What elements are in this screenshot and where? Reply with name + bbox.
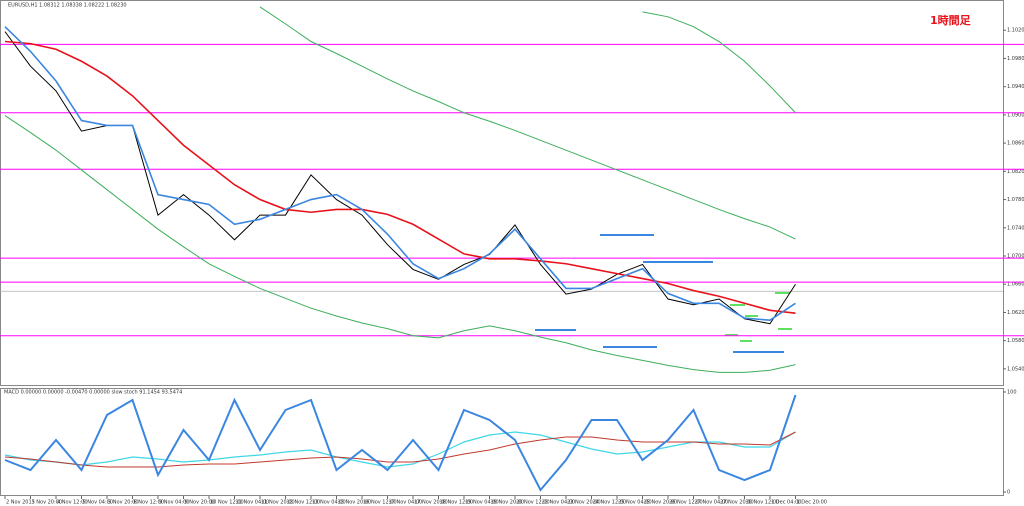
x-tick-label: 11 Nov 20:00	[261, 500, 295, 506]
y-tick-label: 1.07000	[1007, 254, 1024, 260]
x-tick-label: 5 Nov 20:00	[108, 500, 139, 506]
y-tick-label: 1.08200	[1007, 169, 1024, 175]
x-tick-label: 11 Nov 04:00	[236, 500, 270, 506]
x-tick-label: 27 Nov 04:00	[695, 500, 729, 506]
x-tick-label: 25 Nov 04:00	[618, 500, 652, 506]
series-line	[4, 394, 797, 492]
x-tick-label: 6 Nov 12:00	[134, 500, 165, 506]
y-tick-label: 1.09000	[1007, 112, 1024, 118]
x-tick-label: 1 Dec 20:00	[797, 500, 827, 506]
y-tick-label: 1.07400	[1007, 225, 1024, 231]
chart-title: EURUSD,H1 1.08312 1.08338 1.08222 1.0823…	[8, 3, 127, 9]
series-line	[259, 6, 796, 240]
x-tick-label: 10 Nov 12:00	[210, 500, 244, 506]
x-tick-label: 25 Nov 20:00	[644, 500, 678, 506]
x-tick-label: 18 Nov 12:00	[440, 500, 474, 506]
x-tick-label: 26 Nov 12:00	[669, 500, 703, 506]
y-tick-label: 100	[1007, 390, 1017, 396]
x-tick-label: 20 Nov 12:00	[516, 500, 550, 506]
x-tick-label: 2 Nov 2015	[6, 500, 35, 506]
x-tick-label: 19 Nov 20:00	[491, 500, 525, 506]
x-tick-label: 17 Nov 04:00	[389, 500, 423, 506]
annotation: 1時間足	[930, 13, 972, 27]
x-tick-label: 9 Nov 04:00	[159, 500, 190, 506]
series-line	[4, 431, 796, 468]
x-tick-label: 13 Nov 20:00	[338, 500, 372, 506]
x-tick-label: 17 Nov 20:00	[414, 500, 448, 506]
x-tick-label: 23 Nov 04:00	[542, 500, 576, 506]
x-tick-label: 9 Nov 20:00	[185, 500, 216, 506]
y-tick-label: 1.09800	[1007, 56, 1024, 62]
x-tick-label: 5 Nov 04:00	[83, 500, 114, 506]
y-tick-label: 0	[1007, 490, 1010, 496]
x-tick-label: 13 Nov 04:00	[312, 500, 346, 506]
x-tick-label: 16 Nov 12:00	[363, 500, 397, 506]
x-tick-label: 1 Dec 04:00	[771, 500, 801, 506]
x-tick-label: 4 Nov 12:00	[57, 500, 88, 506]
series-line	[4, 26, 796, 322]
x-tick-label: 24 Nov 12:00	[593, 500, 627, 506]
x-tick-label: 3 Nov 20:00	[32, 500, 63, 506]
series-line	[4, 115, 796, 373]
series-line	[642, 11, 796, 114]
series-line	[4, 40, 796, 314]
y-tick-label: 1.06200	[1007, 310, 1024, 316]
sub-pane	[0, 388, 1004, 496]
sub-title: MACD 0.00000 0.00000 -0.00470 0.00000 sl…	[4, 390, 182, 396]
x-tick-label: 12 Nov 12:00	[287, 500, 321, 506]
y-tick-label: 1.07800	[1007, 197, 1024, 203]
main-pane	[0, 0, 1004, 386]
level-markers	[535, 234, 792, 353]
y-tick-label: 1.08600	[1007, 141, 1024, 147]
y-tick-label: 1.05800	[1007, 338, 1024, 344]
series-line	[4, 31, 796, 325]
y-tick-label: 1.09400	[1007, 84, 1024, 90]
x-tick-label: 27 Nov 20:00	[720, 500, 754, 506]
x-tick-label: 30 Nov 12:00	[746, 500, 780, 506]
y-tick-label: 1.06600	[1007, 282, 1024, 288]
series-line	[4, 431, 796, 468]
x-tick-label: 19 Nov 04:00	[465, 500, 499, 506]
y-tick-label: 1.05400	[1007, 366, 1024, 372]
x-tick-label: 23 Nov 20:00	[567, 500, 601, 506]
